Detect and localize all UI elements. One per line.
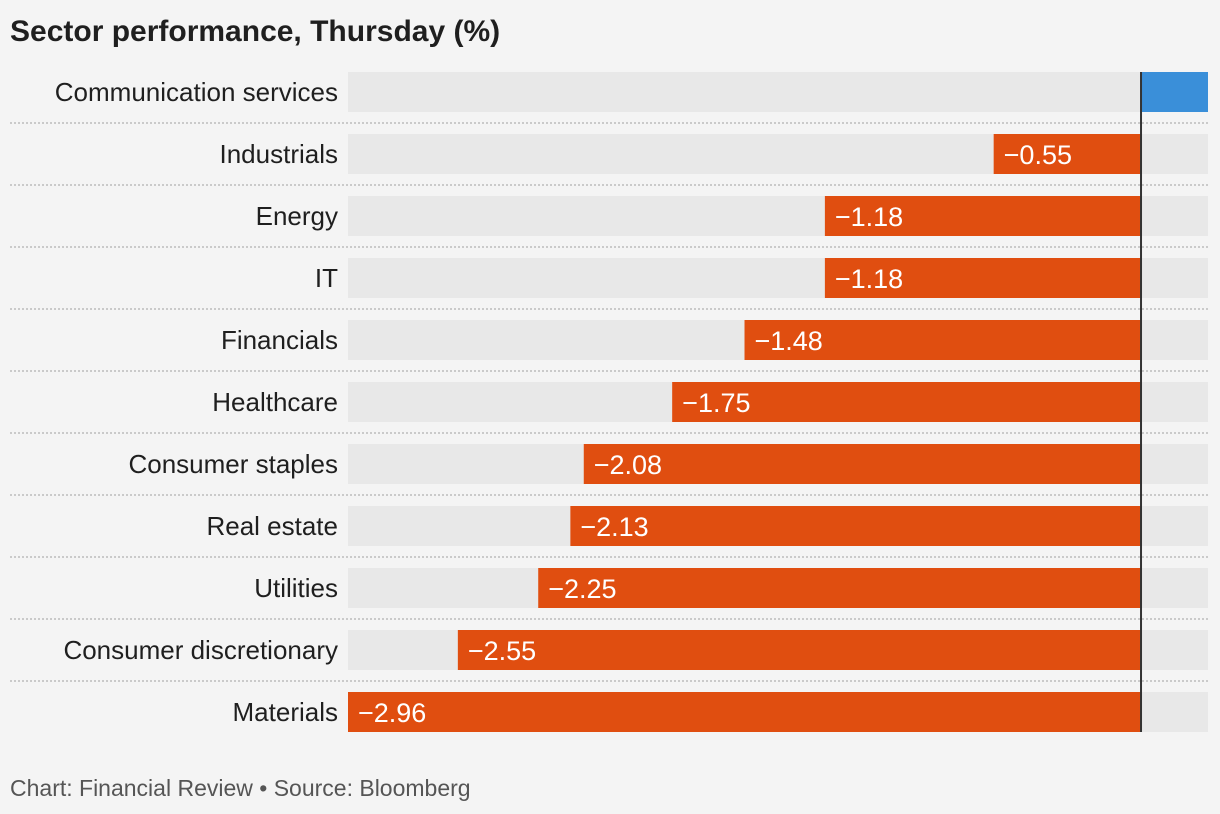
category-label: Consumer staples (128, 449, 338, 479)
category-label: Healthcare (212, 387, 338, 417)
category-label: Industrials (220, 139, 339, 169)
bar-negative (744, 320, 1142, 360)
bar-value-label: −0.55 (1004, 140, 1072, 170)
bar-value-label: −2.13 (580, 512, 648, 542)
bar-value-label: −2.55 (468, 636, 536, 666)
bar-negative (824, 196, 1142, 236)
bar-negative (570, 506, 1142, 546)
category-label: Energy (256, 201, 338, 231)
bar-negative (348, 692, 1142, 732)
category-label: IT (315, 263, 338, 293)
chart-title: Sector performance, Thursday (%) (10, 15, 501, 48)
category-label: Real estate (206, 511, 338, 541)
bar-value-label: −2.96 (358, 698, 426, 728)
bar-negative (993, 134, 1142, 174)
category-label: Communication services (55, 77, 338, 107)
bar-negative (672, 382, 1142, 422)
chart-source-credit: Chart: Financial Review • Source: Bloomb… (10, 775, 471, 801)
category-label: Financials (221, 325, 338, 355)
bar-negative (824, 258, 1142, 298)
bar-negative (538, 568, 1142, 608)
bar-value-label: −1.48 (755, 326, 823, 356)
bar-value-label: −1.18 (835, 202, 903, 232)
bar-value-label: −2.25 (548, 574, 616, 604)
bar-value-label: −2.08 (594, 450, 662, 480)
bar-negative (583, 444, 1142, 484)
bar-positive (1141, 72, 1208, 112)
bar-value-label: −1.75 (682, 388, 750, 418)
bar-track (348, 72, 1208, 112)
category-label: Materials (233, 697, 338, 727)
category-label: Utilities (254, 573, 338, 603)
bar-negative (457, 630, 1142, 670)
bar-value-label: −1.18 (835, 264, 903, 294)
category-label: Consumer discretionary (63, 635, 338, 665)
